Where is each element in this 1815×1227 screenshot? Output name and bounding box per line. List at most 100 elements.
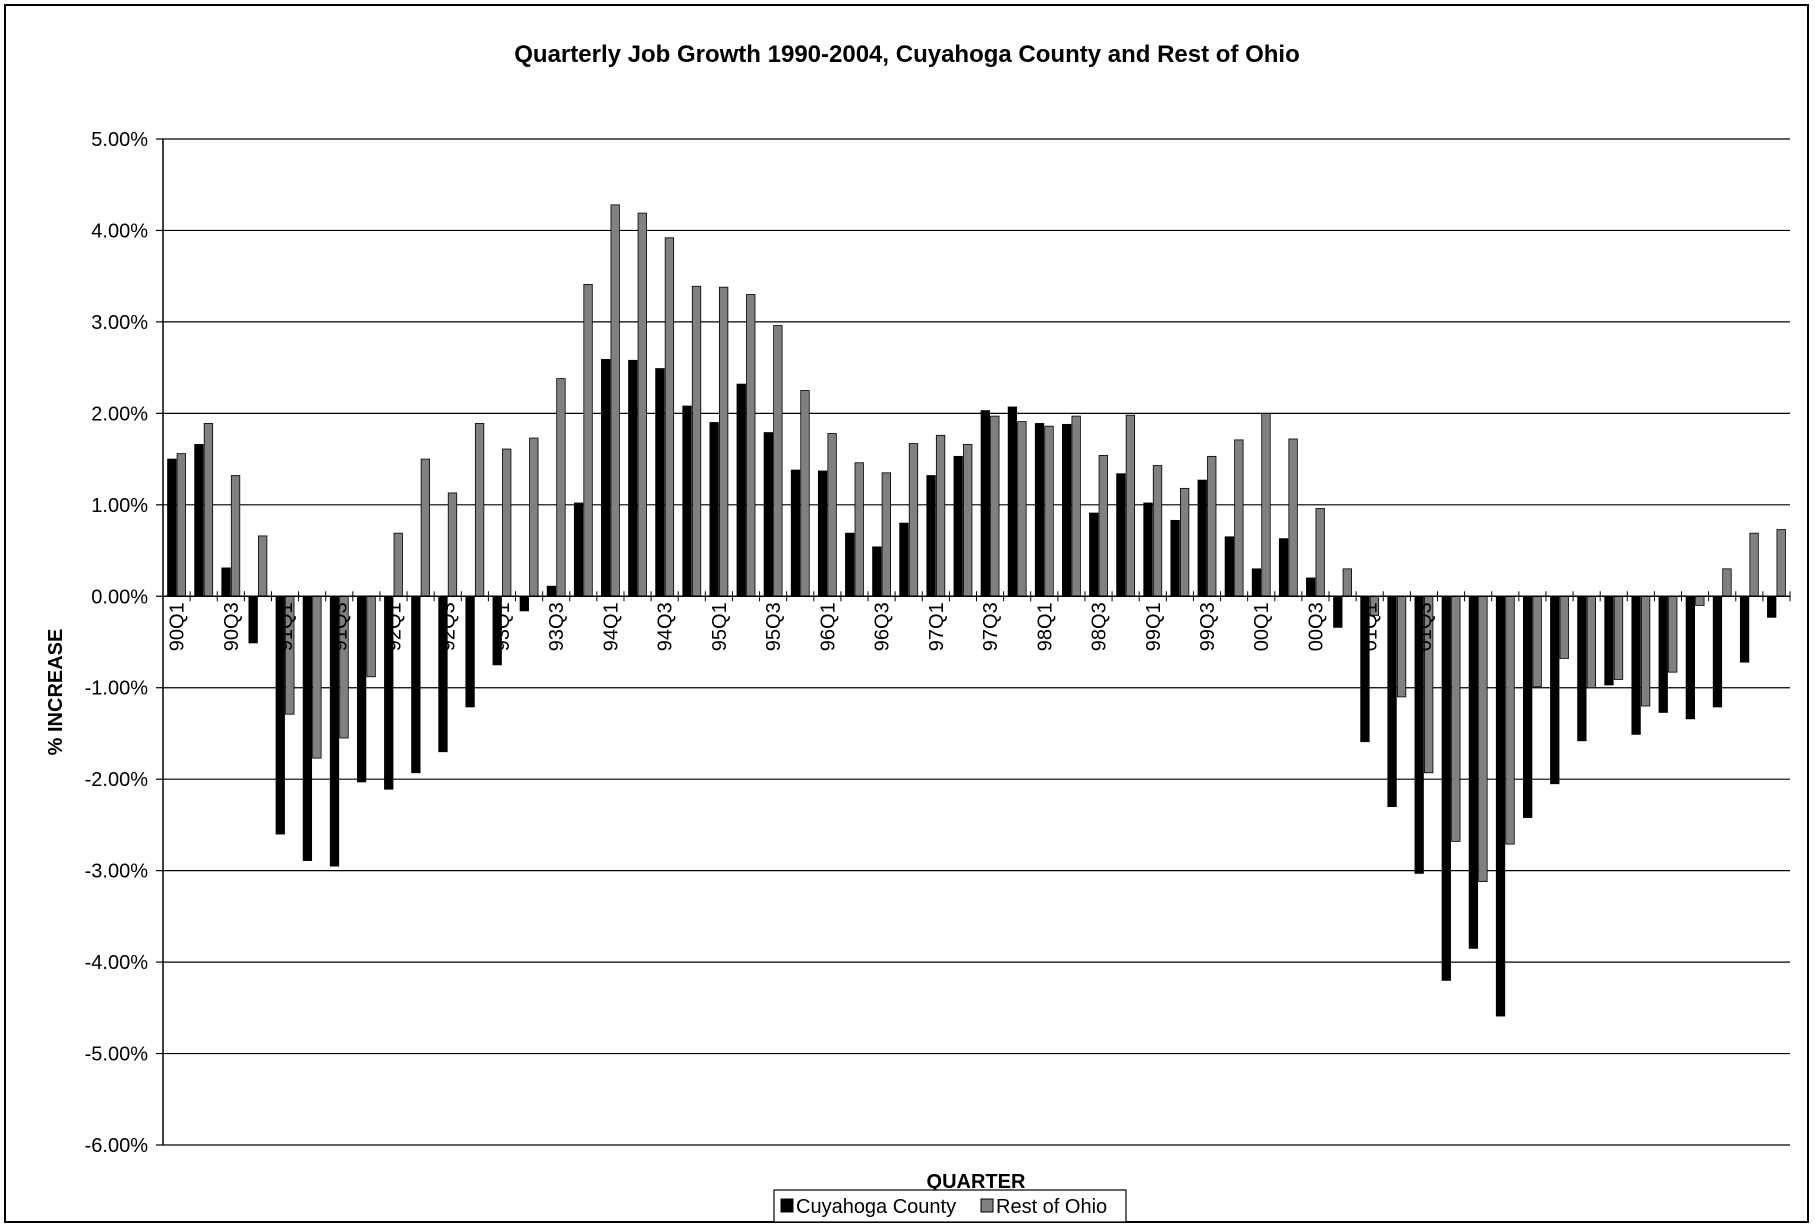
x-tick-label: 93Q1 — [492, 602, 514, 651]
bar-rest-of-ohio — [502, 448, 512, 597]
bar-rest-of-ohio — [963, 444, 973, 597]
bar-cuyahoga — [1468, 595, 1479, 949]
bar-cuyahoga — [248, 595, 258, 644]
bar-cuyahoga — [790, 469, 801, 597]
x-tick-label: 00Q3 — [1305, 602, 1327, 651]
bar-rest-of-ohio — [1288, 438, 1298, 597]
bar-rest-of-ohio — [1071, 415, 1081, 597]
bar-cuyahoga — [682, 405, 692, 597]
bar-cuyahoga — [1224, 536, 1235, 597]
x-tick-label: 94Q1 — [600, 602, 622, 651]
legend-label: Rest of Ohio — [996, 1196, 1107, 1218]
legend: Cuyahoga County Rest of Ohio — [773, 1189, 1127, 1223]
bar-rest-of-ohio — [1776, 529, 1786, 597]
bar-cuyahoga — [194, 444, 204, 597]
bar-cuyahoga — [1251, 568, 1262, 597]
bar-rest-of-ohio — [474, 423, 485, 597]
x-tick-label: 90Q1 — [167, 602, 189, 651]
bar-rest-of-ohio — [800, 390, 810, 597]
bar-rest-of-ohio — [1044, 425, 1054, 597]
bar-rest-of-ohio — [1722, 568, 1732, 597]
bar-rest-of-ohio — [773, 325, 783, 597]
bar-rest-of-ohio — [1749, 532, 1759, 597]
chart-title: Quarterly Job Growth 1990-2004, Cuyahoga… — [514, 41, 1299, 68]
y-tick-label: 3.00% — [91, 312, 148, 334]
bar-rest-of-ohio — [1207, 455, 1217, 597]
y-tick-label: -5.00% — [85, 1044, 149, 1066]
bars — [167, 204, 1786, 1017]
bar-cuyahoga — [899, 522, 909, 597]
bar-cuyahoga — [1712, 595, 1723, 708]
x-tick-label: 96Q3 — [872, 602, 894, 651]
bar-cuyahoga — [763, 432, 774, 597]
bar-rest-of-ohio — [230, 475, 241, 597]
x-tick-label: 92Q1 — [383, 602, 405, 651]
x-tick-label: 97Q3 — [980, 602, 1002, 651]
bar-rest-of-ohio — [827, 433, 837, 597]
y-tick-label: -2.00% — [85, 769, 149, 791]
x-tick-label: 98Q3 — [1089, 602, 1111, 651]
bar-rest-of-ohio — [1532, 595, 1542, 688]
bar-rest-of-ohio — [420, 458, 431, 597]
bar-cuyahoga — [1387, 595, 1397, 808]
bar-cuyahoga — [1604, 595, 1614, 686]
bar-cuyahoga — [953, 455, 963, 597]
y-tick-label: 5.00% — [91, 129, 148, 151]
bar-cuyahoga — [655, 368, 665, 597]
x-tick-label: 99Q3 — [1197, 602, 1219, 651]
legend-box — [773, 1189, 1127, 1223]
bar-rest-of-ohio — [1179, 487, 1190, 597]
bar-cuyahoga — [1685, 595, 1695, 720]
bar-rest-of-ohio — [312, 595, 322, 759]
bar-cuyahoga — [519, 595, 529, 612]
bar-cuyahoga — [465, 595, 475, 708]
bar-cuyahoga — [1333, 595, 1343, 628]
legend-swatch — [780, 1198, 794, 1213]
bar-rest-of-ohio — [1613, 595, 1624, 680]
bar-cuyahoga — [1116, 473, 1126, 597]
bar-rest-of-ohio — [1261, 412, 1271, 597]
bar-cuyahoga — [1441, 595, 1451, 981]
bar-rest-of-ohio — [746, 294, 756, 597]
bar-rest-of-ohio — [1234, 439, 1244, 597]
x-tick-label: 91Q1 — [275, 602, 297, 651]
y-tick-label: -1.00% — [85, 678, 149, 700]
bar-rest-of-ohio — [447, 492, 458, 597]
x-tick-label: 96Q1 — [817, 602, 839, 651]
bar-cuyahoga — [1007, 406, 1018, 597]
bar-cuyahoga — [1062, 423, 1072, 597]
bar-cuyahoga — [1739, 595, 1750, 663]
x-tick-label: 98Q1 — [1034, 602, 1056, 651]
bar-cuyahoga — [167, 458, 177, 597]
bar-rest-of-ohio — [854, 462, 864, 597]
x-tick-label: 95Q3 — [763, 602, 785, 651]
bar-rest-of-ohio — [176, 453, 186, 597]
y-tick-label: 1.00% — [91, 495, 148, 517]
bar-rest-of-ohio — [1396, 595, 1407, 698]
legend-label: Cuyahoga County — [796, 1196, 956, 1218]
bar-rest-of-ohio — [1017, 421, 1027, 597]
bar-cuyahoga — [817, 470, 828, 597]
legend-swatch — [980, 1198, 994, 1213]
gridlines — [156, 138, 1790, 1146]
bar-rest-of-ohio — [935, 434, 946, 597]
bar-rest-of-ohio — [1342, 568, 1352, 597]
bar-rest-of-ohio — [529, 437, 539, 597]
bar-rest-of-ohio — [583, 284, 593, 597]
bar-rest-of-ohio — [258, 535, 268, 597]
bar-cuyahoga — [1577, 595, 1587, 742]
bar-rest-of-ohio — [556, 378, 566, 597]
bar-cuyahoga — [1143, 502, 1153, 597]
bar-rest-of-ohio — [203, 423, 214, 597]
y-tick-label: -6.00% — [85, 1135, 149, 1157]
bar-cuyahoga — [845, 532, 855, 597]
bar-cuyahoga — [1089, 512, 1099, 597]
bar-cuyahoga — [356, 595, 367, 783]
bar-cuyahoga — [1495, 595, 1506, 1017]
bar-rest-of-ohio — [1668, 595, 1678, 673]
x-tick-label: 91Q3 — [329, 602, 351, 651]
axes — [162, 139, 1791, 1145]
bar-rest-of-ohio — [1478, 595, 1488, 883]
x-tick-label: 93Q3 — [546, 602, 568, 651]
x-tick-label: 90Q3 — [221, 602, 243, 651]
